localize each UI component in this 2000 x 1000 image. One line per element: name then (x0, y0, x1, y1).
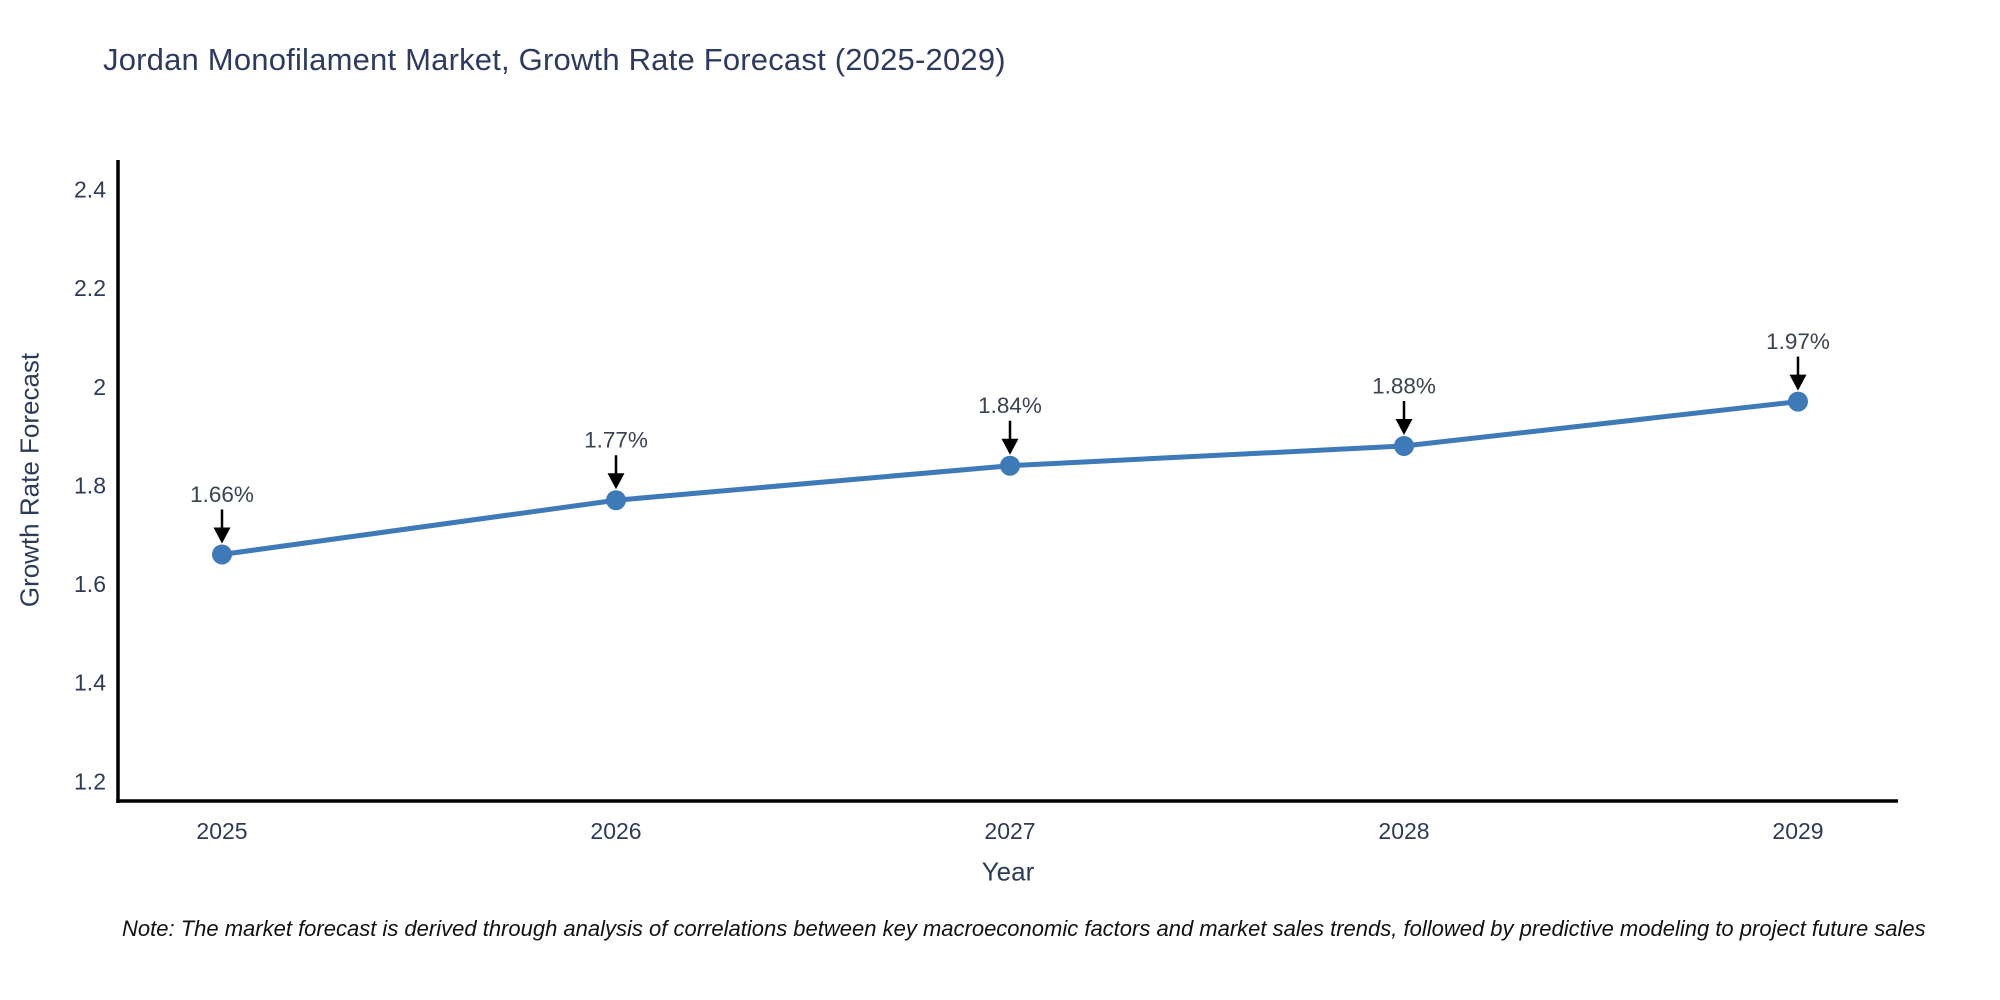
annotation-label: 1.97% (1766, 329, 1830, 354)
y-tick-label: 2.2 (74, 275, 106, 301)
x-tick-label: 2028 (1378, 818, 1429, 844)
chart-title: Jordan Monofilament Market, Growth Rate … (103, 42, 1006, 77)
annotation-label: 1.88% (1372, 373, 1436, 398)
annotation-arrowhead (1789, 374, 1807, 391)
y-tick-label: 1.6 (74, 571, 106, 597)
data-point-marker (1788, 391, 1808, 412)
x-tick-label: 2027 (984, 818, 1035, 844)
x-tick-label: 2025 (196, 818, 247, 844)
x-axis-title: Year (981, 856, 1035, 887)
y-tick-label: 1.8 (74, 472, 106, 498)
annotation-label: 1.66% (190, 482, 254, 507)
annotation-arrowhead (1001, 438, 1019, 455)
annotation-label: 1.84% (978, 393, 1042, 418)
x-tick-label: 2026 (590, 818, 641, 844)
y-tick-label: 2 (93, 374, 106, 400)
annotation-arrowhead (213, 527, 231, 544)
annotation-label: 1.77% (584, 428, 648, 453)
note-text: Note: The market forecast is derived thr… (122, 916, 1926, 941)
data-point-marker (1394, 435, 1414, 456)
annotation-arrowhead (1395, 418, 1413, 435)
data-point-marker (606, 490, 626, 511)
data-point-marker (212, 544, 232, 565)
y-tick-label: 2.4 (74, 177, 106, 203)
y-tick-label: 1.2 (74, 768, 106, 794)
x-tick-label: 2029 (1772, 818, 1823, 844)
annotation-arrowhead (607, 473, 625, 490)
data-point-marker (1000, 455, 1020, 476)
y-tick-label: 1.4 (74, 670, 106, 696)
